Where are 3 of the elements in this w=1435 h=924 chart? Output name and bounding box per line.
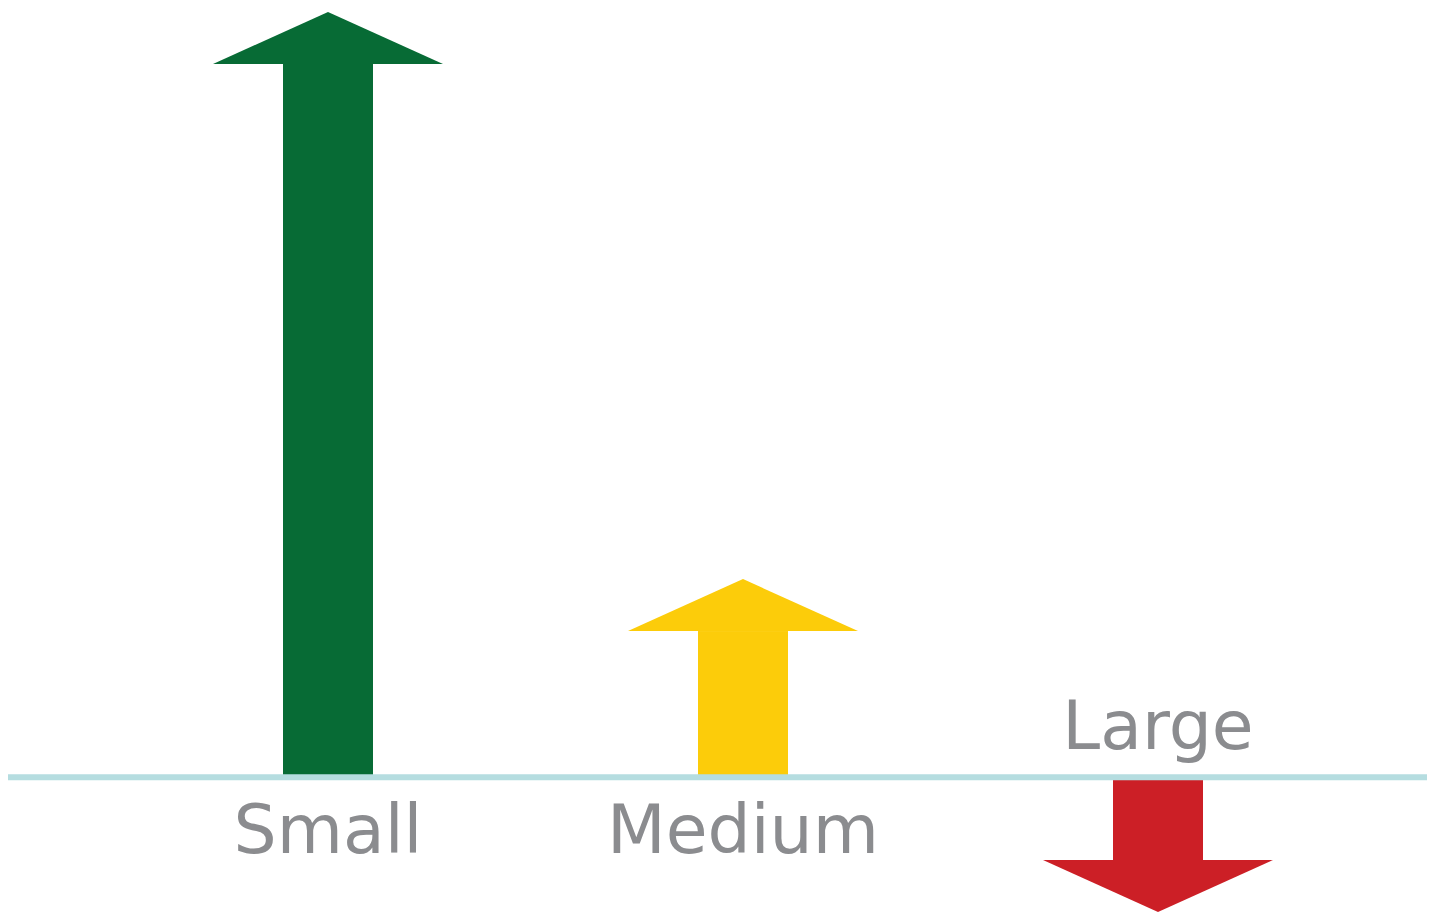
x-tick-label: Large	[1062, 686, 1254, 766]
x-tick-label: Medium	[607, 790, 879, 870]
x-tick-label: Small	[233, 790, 423, 870]
